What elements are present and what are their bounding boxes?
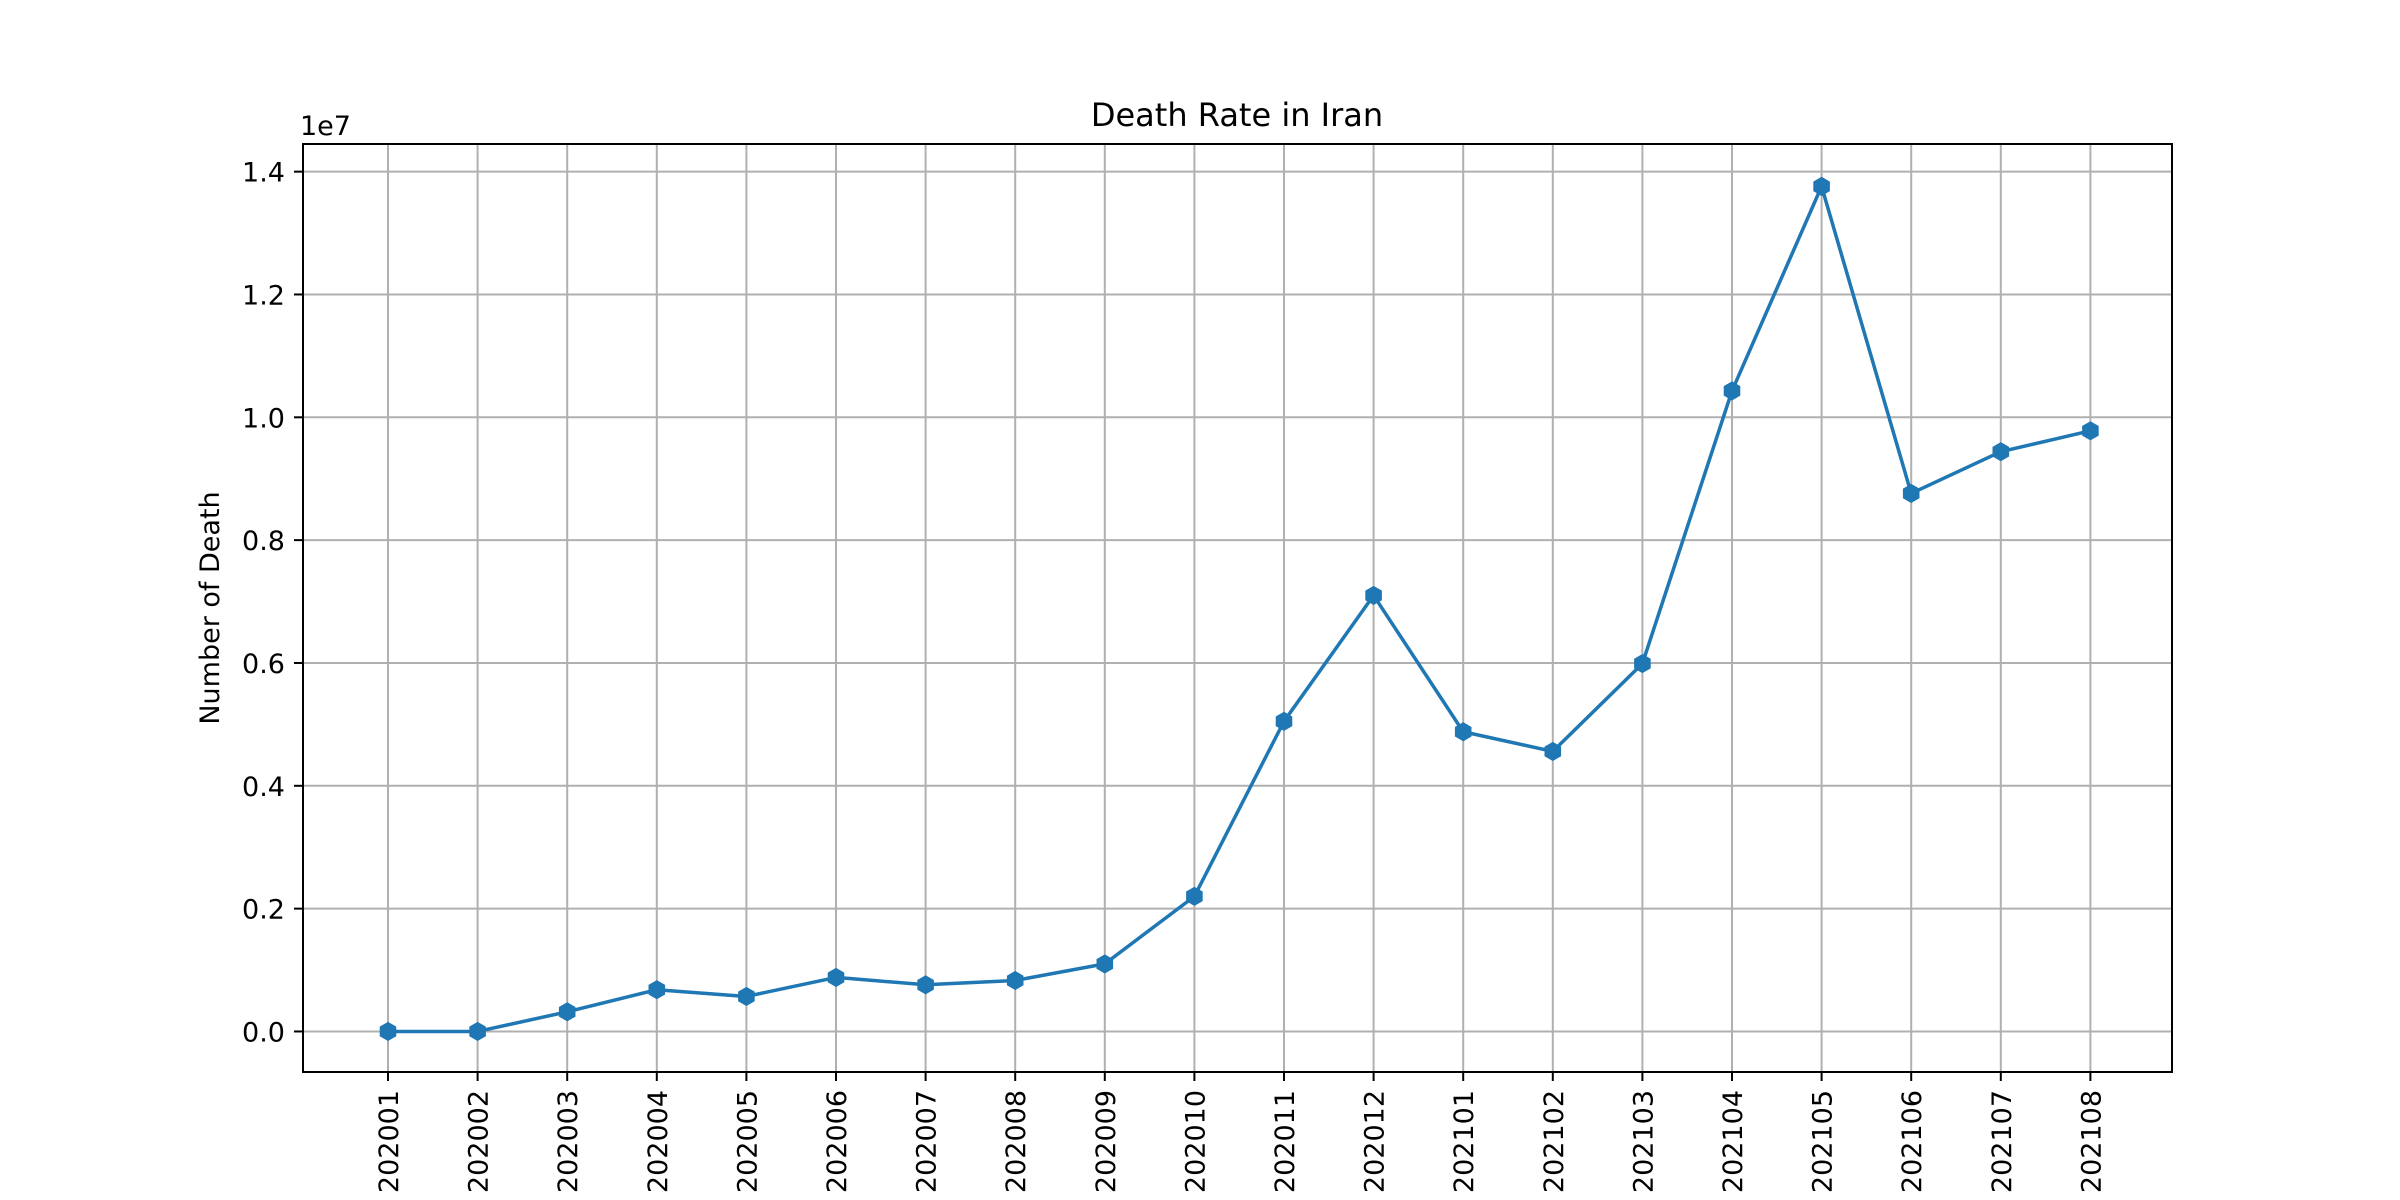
data-point [469,1021,486,1042]
x-tick-label: 202001 [374,1090,405,1193]
x-tick-label: 202009 [1091,1090,1122,1193]
y-tick-label: 1.0 [242,403,285,434]
x-tick-label: 202007 [912,1090,943,1193]
x-tick-label: 202108 [2076,1090,2107,1193]
y-tick-label: 0.4 [242,772,285,803]
y-tick-label: 0.6 [242,649,285,680]
x-tick-label: 202102 [1539,1090,1570,1193]
x-tick-label: 202008 [1001,1090,1032,1193]
series-layer [379,176,2099,1042]
data-point [558,1002,576,1022]
y-tick-label: 1.2 [242,280,285,311]
data-point [917,975,934,995]
y-axis: 0.0 0.2 0.4 0.6 0.8 1.0 1.2 1.4 [242,158,303,1048]
x-tick-label: 202004 [643,1090,674,1193]
x-tick-label: 202012 [1360,1090,1391,1193]
data-point [1186,886,1203,906]
series-line [388,184,2091,1034]
data-point [1006,970,1024,991]
data-point [648,980,666,1000]
x-tick-label: 202101 [1449,1090,1480,1193]
x-tick-label: 202106 [1897,1090,1928,1193]
data-point [1365,585,1382,605]
data-point [1275,711,1293,731]
data-point [1454,722,1472,742]
chart-title: Death Rate in Iran [1091,96,1383,134]
y-axis-label: Number of Death [195,491,226,724]
x-tick-label: 202105 [1808,1090,1839,1193]
data-point [827,967,845,987]
x-tick-label: 202010 [1180,1090,1211,1193]
x-tick-label: 202003 [553,1090,584,1193]
x-axis: 202001 202002 202003 202004 202005 202006 2020… [374,1072,2107,1193]
data-point [1544,741,1562,761]
data-point [1813,176,1830,196]
x-tick-label: 202002 [464,1090,495,1193]
y-tick-label: 0.0 [242,1017,285,1048]
y-offset-label: 1e7 [300,111,351,142]
data-point [1992,442,2010,462]
x-tick-label: 202107 [1987,1090,2018,1193]
x-tick-label: 202104 [1718,1090,1749,1193]
data-point [1902,483,1920,504]
data-point [1096,954,1114,974]
x-tick-label: 202011 [1270,1090,1301,1193]
data-point [379,1021,397,1042]
data-point [1723,381,1741,401]
data-point [1634,654,1651,674]
data-point [2082,421,2099,441]
y-tick-label: 0.2 [242,895,285,926]
x-tick-label: 202006 [822,1090,853,1193]
data-point [738,986,755,1007]
x-tick-label: 202005 [732,1090,763,1193]
y-tick-label: 0.8 [242,526,285,557]
grid [303,144,2172,1072]
x-tick-label: 202103 [1628,1090,1659,1193]
y-tick-label: 1.4 [242,158,285,189]
plot-frame [302,143,2173,1073]
